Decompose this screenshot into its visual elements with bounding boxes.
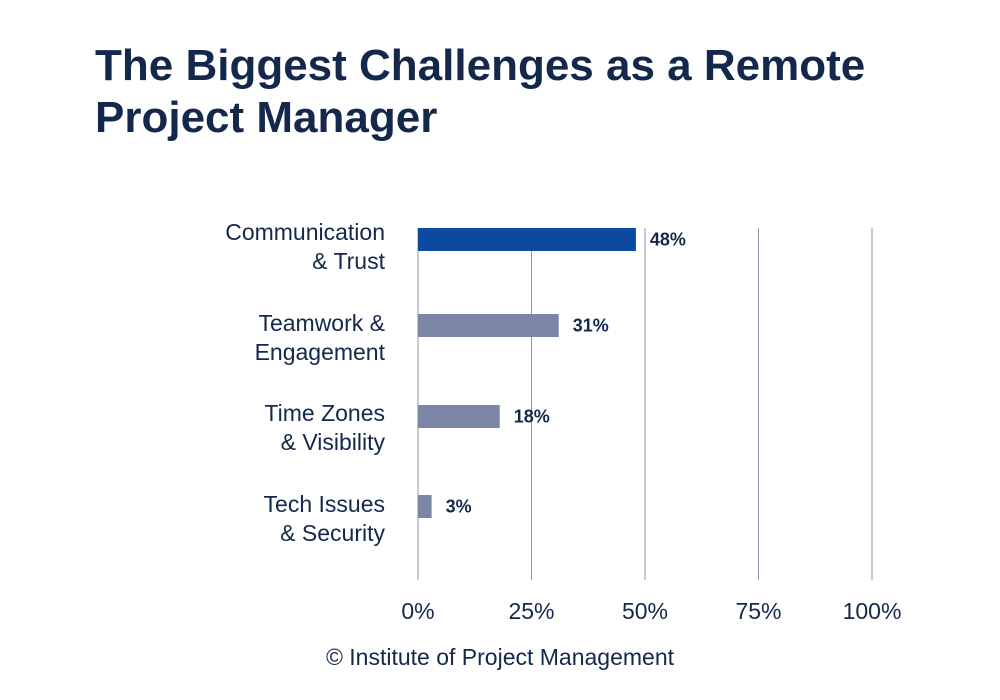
bar-3 [418, 495, 432, 518]
bar-1 [418, 314, 559, 337]
category-label-3-line-2: & Security [280, 520, 385, 546]
chart-title-line-1: The Biggest Challenges as a Remote [95, 41, 866, 90]
value-label-2: 18% [514, 407, 550, 427]
category-label-0-line-2: & Trust [312, 248, 385, 274]
value-label-0: 48% [650, 230, 686, 250]
category-label-0-line-1: Communication [225, 219, 385, 245]
category-label-1-line-2: Engagement [255, 339, 386, 365]
chart-title: The Biggest Challenges as a Remote Proje… [95, 40, 915, 144]
copyright-footer: © Institute of Project Management [325, 644, 675, 670]
bar-0 [418, 228, 636, 251]
category-label-3-line-1: Tech Issues [264, 491, 385, 517]
category-label-1-line-1: Teamwork & [258, 310, 385, 336]
x-tick-label-50: 50% [622, 598, 668, 624]
value-label-3: 3% [446, 497, 472, 517]
x-tick-label-100: 100% [843, 598, 902, 624]
category-label-2-line-1: Time Zones [264, 400, 385, 426]
x-tick-label-25: 25% [508, 598, 554, 624]
chart-title-line-2: Project Manager [95, 93, 438, 142]
x-tick-label-0: 0% [401, 598, 434, 624]
x-tick-label-75: 75% [735, 598, 781, 624]
bar-2 [418, 405, 500, 428]
category-label-2-line-2: & Visibility [281, 429, 386, 455]
value-label-1: 31% [573, 316, 609, 336]
